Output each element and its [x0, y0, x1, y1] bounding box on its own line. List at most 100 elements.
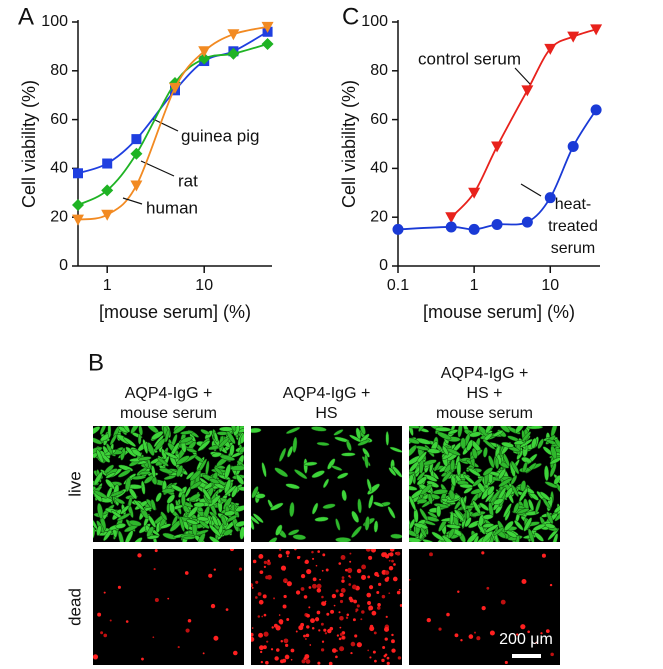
y-axis-label: Cell viability (%) [19, 80, 39, 208]
live-cell [123, 437, 136, 447]
dead-cell [429, 552, 433, 557]
dead-cell [97, 612, 102, 617]
live-cell [433, 503, 449, 509]
dead-cell [285, 550, 290, 555]
dead-cell [339, 599, 344, 604]
live-cell [409, 437, 420, 445]
dead-cell [270, 648, 274, 651]
live-cell [482, 447, 488, 458]
row-label: dead [65, 588, 84, 626]
live-cell [261, 462, 267, 478]
live-cell [427, 493, 433, 505]
live-cell [223, 529, 233, 536]
live-cell [180, 436, 193, 444]
live-cell [364, 454, 369, 469]
live-cell [466, 439, 474, 452]
live-cell [409, 426, 414, 436]
live-cell [151, 465, 156, 479]
live-cell [494, 457, 500, 470]
live-cell [515, 535, 520, 542]
live-cell [285, 483, 300, 490]
live-cell [448, 489, 455, 500]
live-cell [419, 508, 429, 522]
dead-cell [300, 587, 305, 591]
live-cell [420, 527, 427, 538]
live-cell [93, 437, 103, 445]
live-cell [432, 489, 449, 495]
dead-cell [342, 590, 345, 592]
live-cell [441, 471, 452, 483]
dead-cell [300, 574, 306, 579]
y-axis-label: Cell viability (%) [339, 80, 359, 208]
dead-cell [255, 596, 258, 599]
live-cell [316, 441, 330, 446]
dead-cell [457, 590, 460, 593]
live-cell [180, 430, 194, 435]
dead-cell [345, 616, 349, 619]
leader-line [514, 67, 531, 85]
live-cell [96, 524, 102, 536]
live-cell [554, 510, 560, 522]
marker [130, 147, 143, 160]
dead-cell [280, 640, 284, 643]
marker [261, 37, 274, 50]
x-tick-label: 0.1 [387, 277, 409, 294]
live-cell [333, 429, 344, 436]
dead-cell [340, 555, 346, 560]
dead-cell [304, 637, 307, 640]
live-cell [93, 471, 103, 486]
column-header: AQP4-IgG + [283, 385, 371, 402]
live-cell [481, 530, 493, 542]
dead-cell [257, 615, 261, 618]
dead-cell [376, 591, 380, 595]
dead-cell [341, 576, 345, 579]
live-cell [303, 458, 308, 474]
live-cell [211, 514, 219, 527]
dead-cell [294, 549, 297, 551]
dead-cell [255, 580, 259, 584]
live-cell [146, 526, 154, 538]
x-tick-label: 10 [541, 277, 559, 294]
marker [544, 192, 556, 204]
live-cell [164, 451, 179, 460]
live-cell [235, 474, 244, 485]
live-cell [486, 485, 495, 496]
live-cell [420, 483, 433, 496]
live-cell [454, 509, 465, 522]
dead-cell [315, 564, 318, 567]
dead-cell [267, 574, 272, 580]
dead-cell [284, 654, 290, 660]
live-cell [213, 466, 223, 476]
panel-label: B [88, 349, 104, 376]
dead-cell [527, 630, 530, 634]
dead-cell [351, 584, 357, 590]
live-cell [367, 483, 380, 495]
live-cell [235, 520, 244, 528]
live-cell [493, 498, 504, 505]
live-cell [357, 439, 370, 446]
dead-cell [350, 641, 356, 647]
live-cell [160, 511, 168, 521]
dead-cell [348, 574, 351, 578]
live-cell [472, 477, 483, 487]
dead-cell [185, 628, 190, 633]
dead-cell [251, 583, 254, 588]
dead-cell [333, 604, 336, 607]
dead-cell [93, 654, 99, 660]
column-header: mouse serum [120, 405, 217, 422]
live-cell [188, 493, 201, 502]
live-cell [99, 426, 107, 435]
dead-cell [308, 606, 311, 609]
dead-cell [353, 599, 358, 604]
live-cell [229, 444, 235, 457]
dead-cell [426, 617, 431, 623]
live-cell [460, 497, 467, 512]
live-cell [209, 478, 220, 485]
dead-cell [350, 651, 353, 655]
live-cell [155, 492, 162, 503]
live-cell [128, 487, 138, 500]
dead-cell [349, 560, 352, 563]
live-cell [131, 448, 142, 457]
dead-cell [263, 560, 268, 565]
dead-cell [504, 660, 508, 665]
